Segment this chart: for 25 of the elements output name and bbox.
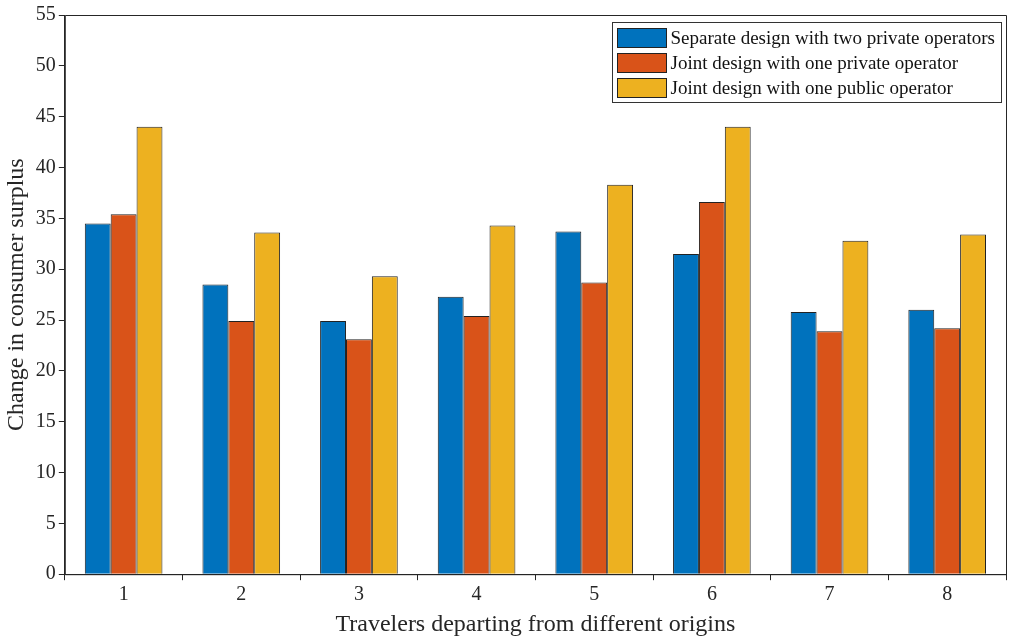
y-tick-label: 40: [35, 154, 56, 177]
y-tick-label: 0: [45, 561, 56, 584]
x-tick-label: 8: [942, 582, 953, 605]
y-tick-label: 50: [35, 53, 56, 76]
y-tick-label: 30: [35, 256, 56, 279]
x-tick-label: 6: [706, 582, 717, 605]
y-tick-label: 20: [35, 358, 56, 381]
y-tick-label: 55: [35, 2, 56, 25]
y-axis-title: Change in consumer surplus: [1, 158, 28, 431]
y-tick-label: 45: [35, 103, 56, 126]
legend-label: Separate design with two private operators: [670, 26, 995, 50]
x-tick-label: 4: [471, 582, 482, 605]
x-tick-label: 7: [824, 582, 835, 605]
y-tick-label: 35: [35, 205, 56, 228]
legend-label: Joint design with one private operator: [670, 51, 959, 75]
x-tick-label: 5: [589, 582, 600, 605]
y-tick-label: 5: [45, 510, 56, 533]
x-tick-label: 2: [236, 582, 247, 605]
y-tick-label: 10: [35, 459, 56, 482]
y-tick-label: 25: [35, 307, 56, 330]
x-tick-label: 3: [353, 582, 364, 605]
x-axis-title: Travelers departing from different origins: [335, 609, 736, 636]
x-tick-label: 1: [118, 582, 129, 605]
y-tick-label: 15: [35, 408, 56, 431]
legend-label: Joint design with one public operator: [670, 76, 953, 100]
